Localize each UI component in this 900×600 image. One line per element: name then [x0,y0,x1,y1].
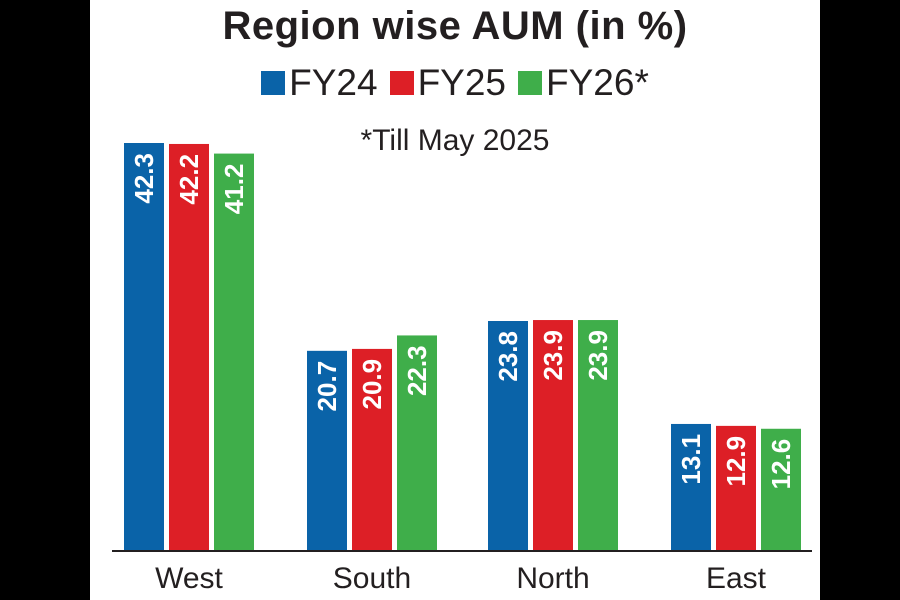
bar-west-fy24 [124,143,164,550]
category-label-east: East [706,562,767,595]
bar-south-fy26 [397,335,437,550]
legend-label-fy26: FY26* [546,62,649,103]
data-label-west-fy25: 42.2 [174,154,204,205]
bar-north-fy26 [578,320,618,550]
bar-north-fy25 [533,320,573,550]
data-label-north-fy26: 23.9 [583,330,613,381]
data-label-north-fy24: 23.8 [493,331,523,382]
legend-swatch-fy25 [389,71,414,95]
legend-item-fy25: FY25 [389,62,507,104]
category-label-south: South [333,562,411,595]
legend-label-fy25: FY25 [417,62,507,103]
bar-south-fy24 [307,350,347,550]
chart-legend: FY24 FY25 FY26* [90,62,820,104]
data-label-east-fy24: 13.1 [676,434,706,485]
bar-east-fy26 [761,428,801,550]
chart-panel: Region wise AUM (in %) FY24 FY25 FY26* *… [90,0,820,600]
legend-item-fy26: FY26* [518,62,649,104]
bar-south-fy25 [352,348,392,550]
data-label-south-fy24: 20.7 [312,361,342,412]
data-label-west-fy26: 41.2 [219,164,249,215]
bar-west-fy25 [169,143,209,551]
legend-item-fy24: FY24 [261,62,378,104]
legend-label-fy24: FY24 [289,62,378,103]
legend-swatch-fy24 [261,71,286,95]
bar-chart: 42.3 42.2 41.2 West 20.7 20.9 22.3 South 23.8 23.… [112,143,812,595]
bar-east-fy25 [716,425,756,550]
data-label-south-fy25: 20.9 [357,359,387,410]
data-label-north-fy25: 23.9 [538,330,568,381]
chart-title: Region wise AUM (in %) [222,4,688,48]
data-label-east-fy25: 12.9 [721,436,751,487]
data-label-east-fy26: 12.6 [766,439,796,490]
chart-subtitle: *Till May 2025 [360,124,550,157]
data-label-west-fy24: 42.3 [129,153,159,204]
bar-east-fy24 [671,423,711,550]
bar-north-fy24 [488,321,528,550]
category-label-west: West [155,562,223,595]
data-label-south-fy26: 22.3 [402,345,432,396]
category-label-north: North [516,562,589,595]
legend-swatch-fy26 [518,71,543,95]
bar-west-fy26 [214,153,254,550]
